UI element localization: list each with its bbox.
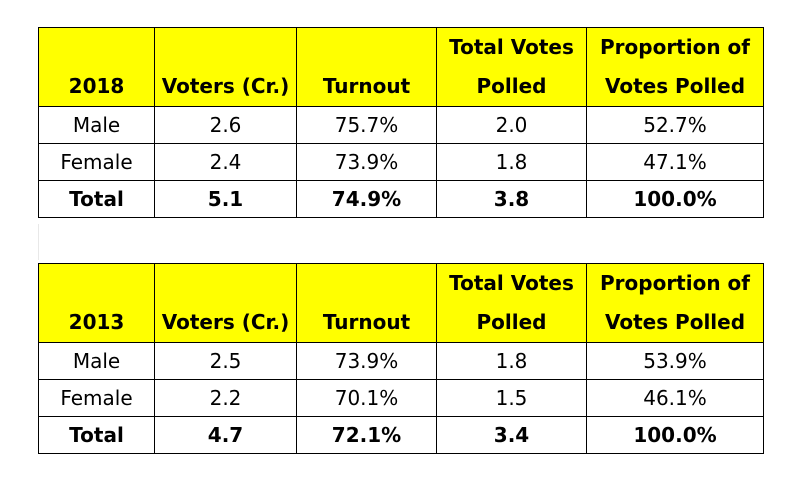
row-label: Total	[38, 180, 155, 218]
voters-cell: 5.1	[154, 180, 297, 218]
total-row: Total 4.7 72.1% 3.4 100.0%	[38, 416, 764, 454]
voter-table-2013: 2013 Voters (Cr.) Turnout Total Votes Po…	[38, 263, 764, 454]
turnout-cell: 70.1%	[296, 379, 437, 417]
turnout-cell: 74.9%	[296, 180, 437, 218]
voters-cell: 4.7	[154, 416, 297, 454]
polled-cell: 3.4	[436, 416, 587, 454]
turnout-header: Turnout	[296, 263, 437, 343]
header-line: Total Votes	[449, 271, 574, 295]
proportion-header: Proportion of Votes Polled	[586, 27, 764, 107]
header-line: Polled	[476, 74, 547, 98]
header-row: 2013 Voters (Cr.) Turnout Total Votes Po…	[38, 263, 764, 343]
voters-cell: 2.4	[154, 143, 297, 181]
proportion-cell: 46.1%	[586, 379, 764, 417]
header-line: Total Votes	[449, 35, 574, 59]
proportion-cell: 100.0%	[586, 180, 764, 218]
table-row: Male 2.6 75.7% 2.0 52.7%	[38, 106, 764, 144]
table-row: Female 2.4 73.9% 1.8 47.1%	[38, 143, 764, 181]
total-row: Total 5.1 74.9% 3.8 100.0%	[38, 180, 764, 218]
polled-cell: 2.0	[436, 106, 587, 144]
polled-cell: 3.8	[436, 180, 587, 218]
year-header: 2018	[38, 27, 155, 107]
voters-header: Voters (Cr.)	[154, 27, 297, 107]
polled-cell: 1.8	[436, 143, 587, 181]
header-line: Proportion of	[600, 271, 750, 295]
polled-cell: 1.5	[436, 379, 587, 417]
header-line: Votes Polled	[604, 310, 746, 334]
table-spacer	[38, 224, 764, 260]
header-line: Polled	[476, 310, 547, 334]
row-label: Total	[38, 416, 155, 454]
voters-cell: 2.6	[154, 106, 297, 144]
header-line: Proportion of	[600, 35, 750, 59]
proportion-cell: 53.9%	[586, 342, 764, 380]
voters-cell: 2.5	[154, 342, 297, 380]
turnout-cell: 75.7%	[296, 106, 437, 144]
turnout-cell: 72.1%	[296, 416, 437, 454]
row-label: Female	[38, 379, 155, 417]
row-label: Female	[38, 143, 155, 181]
header-row: 2018 Voters (Cr.) Turnout Total Votes Po…	[38, 27, 764, 107]
proportion-header: Proportion of Votes Polled	[586, 263, 764, 343]
row-label: Male	[38, 342, 155, 380]
turnout-header: Turnout	[296, 27, 437, 107]
proportion-cell: 100.0%	[586, 416, 764, 454]
voters-cell: 2.2	[154, 379, 297, 417]
total-votes-polled-header: Total Votes Polled	[436, 27, 587, 107]
table-row: Male 2.5 73.9% 1.8 53.9%	[38, 342, 764, 380]
voters-header: Voters (Cr.)	[154, 263, 297, 343]
proportion-cell: 52.7%	[586, 106, 764, 144]
year-header: 2013	[38, 263, 155, 343]
polled-cell: 1.8	[436, 342, 587, 380]
table-row: Female 2.2 70.1% 1.5 46.1%	[38, 379, 764, 417]
proportion-cell: 47.1%	[586, 143, 764, 181]
header-line: Votes Polled	[604, 74, 746, 98]
voter-table-2018: 2018 Voters (Cr.) Turnout Total Votes Po…	[38, 27, 764, 218]
total-votes-polled-header: Total Votes Polled	[436, 263, 587, 343]
row-label: Male	[38, 106, 155, 144]
turnout-cell: 73.9%	[296, 143, 437, 181]
turnout-cell: 73.9%	[296, 342, 437, 380]
